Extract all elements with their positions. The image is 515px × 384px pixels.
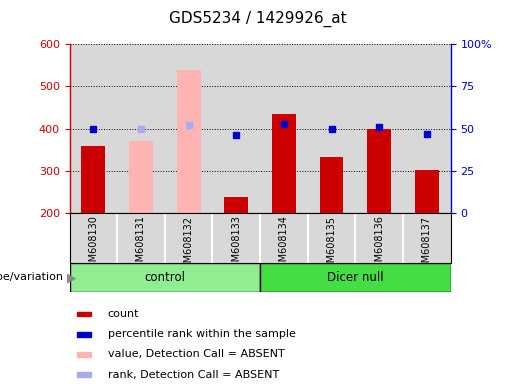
- Bar: [225, 197, 248, 213]
- Bar: [129, 141, 153, 213]
- Text: genotype/variation: genotype/variation: [0, 272, 67, 283]
- Bar: [320, 157, 344, 213]
- Bar: [260, 44, 308, 213]
- Text: count: count: [108, 309, 139, 319]
- Text: GSM608131: GSM608131: [136, 216, 146, 275]
- Bar: [367, 129, 391, 213]
- Bar: [77, 312, 91, 316]
- Bar: [70, 44, 117, 213]
- Bar: [177, 70, 200, 213]
- Text: GSM608130: GSM608130: [89, 216, 98, 275]
- Text: Dicer null: Dicer null: [327, 271, 384, 284]
- Bar: [307, 44, 355, 213]
- Text: GDS5234 / 1429926_at: GDS5234 / 1429926_at: [169, 11, 346, 27]
- Text: percentile rank within the sample: percentile rank within the sample: [108, 329, 296, 339]
- Bar: [260, 263, 451, 292]
- Text: GSM608137: GSM608137: [422, 216, 432, 275]
- Text: GSM608132: GSM608132: [184, 216, 194, 275]
- Text: GSM608134: GSM608134: [279, 216, 289, 275]
- Text: control: control: [144, 271, 185, 284]
- Bar: [272, 114, 296, 213]
- Text: rank, Detection Call = ABSENT: rank, Detection Call = ABSENT: [108, 369, 279, 379]
- Bar: [415, 170, 439, 213]
- Bar: [403, 44, 451, 213]
- Text: GSM608133: GSM608133: [231, 216, 241, 275]
- Bar: [355, 44, 403, 213]
- Bar: [70, 263, 260, 292]
- Bar: [77, 332, 91, 337]
- Text: value, Detection Call = ABSENT: value, Detection Call = ABSENT: [108, 349, 284, 359]
- Bar: [165, 44, 212, 213]
- Text: ▶: ▶: [67, 271, 77, 284]
- Bar: [81, 146, 105, 213]
- Bar: [77, 352, 91, 357]
- Bar: [117, 44, 165, 213]
- Text: GSM608136: GSM608136: [374, 216, 384, 275]
- Bar: [212, 44, 260, 213]
- Text: GSM608135: GSM608135: [327, 216, 336, 275]
- Bar: [77, 372, 91, 377]
